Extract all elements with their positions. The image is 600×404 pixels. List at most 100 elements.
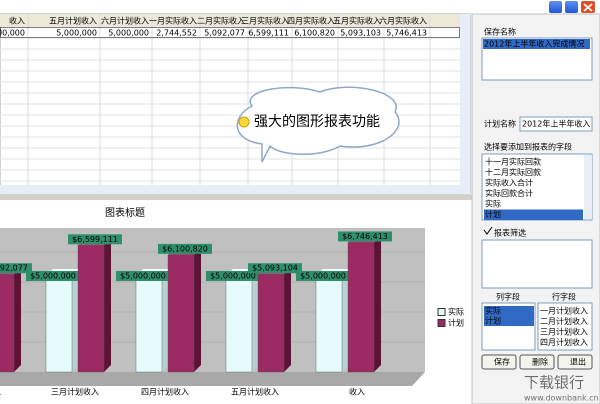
- bar-side: [104, 238, 111, 372]
- restore-button[interactable]: [565, 1, 578, 13]
- column-header: 五月实际收入: [333, 16, 381, 26]
- bar-side: [162, 269, 169, 372]
- selected-item: [483, 39, 590, 49]
- bar: [0, 274, 15, 373]
- h-scrollbar[interactable]: [0, 185, 470, 194]
- value-label: $5,093,104: [252, 264, 298, 273]
- cell: 5,746,413: [386, 29, 427, 38]
- column-header: 三月实际收入: [241, 16, 289, 26]
- fields-scrollbar[interactable]: [584, 155, 592, 219]
- table: 收入 五月计划收入 六月计划收入 一月实际收入 二月实际收入三月实际收入四月实际收入五月…: [0, 14, 460, 185]
- column-header: 六月实际收入: [379, 16, 427, 26]
- list-item[interactable]: 2012年上半年收入完成情况: [484, 39, 584, 49]
- legend-label: 计划: [448, 318, 464, 328]
- value-label-bg: [116, 271, 170, 281]
- bar: [167, 254, 195, 373]
- list-item[interactable]: 实际: [485, 199, 501, 209]
- value-label-bg: [68, 234, 122, 245]
- column-header: 五月计划收入: [49, 16, 97, 26]
- button-label: 删除: [532, 357, 548, 367]
- list-item[interactable]: 计划: [485, 316, 501, 326]
- selected-item: [484, 316, 534, 326]
- selected-row: [0, 27, 460, 38]
- cell: 5,000,000: [108, 29, 149, 38]
- list-item[interactable]: 计划: [485, 209, 501, 219]
- bar-side: [72, 269, 79, 372]
- bar-side: [14, 267, 21, 372]
- value-label-bg: [338, 231, 392, 242]
- panel: 保存名称 计划名称 2012年上半年收入 选择要添加到报表的字段 报表筛选 列字…: [481, 27, 593, 370]
- button[interactable]: [519, 354, 555, 370]
- plot-floor: [0, 372, 425, 386]
- filter-box[interactable]: [481, 239, 593, 289]
- bar-side: [194, 247, 201, 372]
- legend-swatch: [437, 308, 446, 316]
- column-header: 收入: [9, 16, 25, 26]
- value-label-bg: [296, 271, 350, 281]
- chart: 图表标题 收入 $5,092,077 三月计划收入 $5,000,000 $6,599,…: [0, 206, 425, 397]
- list-item[interactable]: 实际收入合计: [485, 178, 533, 188]
- list-item[interactable]: 四月计划收入: [540, 337, 588, 347]
- cell: 5,093,103: [340, 29, 381, 38]
- fields-list[interactable]: [481, 153, 593, 221]
- cell: 6,100,820: [294, 29, 335, 38]
- value-label: $6,100,820: [162, 244, 208, 253]
- selected-item: [484, 209, 583, 220]
- minimize-button[interactable]: [549, 1, 562, 13]
- row-list[interactable]: [537, 302, 593, 351]
- filter-label: 报表筛选: [494, 228, 526, 238]
- column-header: 一月实际收入: [149, 16, 197, 26]
- list-item[interactable]: 二月计划收入: [540, 316, 588, 326]
- chart-title: 图表标题: [105, 206, 145, 219]
- cell: 000,000: [0, 29, 25, 38]
- cell: 2,744,552: [156, 29, 197, 38]
- bar-side: [252, 269, 259, 372]
- list-item[interactable]: 实际回款合计: [485, 188, 533, 198]
- legend-swatch: [437, 319, 446, 327]
- list-item[interactable]: 实际: [485, 306, 501, 316]
- bar: [135, 275, 163, 373]
- button[interactable]: [481, 354, 517, 370]
- splitter: [0, 195, 472, 200]
- x-tick-label: 四月计划收入: [141, 387, 189, 397]
- list-item[interactable]: 十二月实际回款: [485, 167, 541, 177]
- list-item[interactable]: 十一月实际回款: [485, 157, 541, 167]
- list-item[interactable]: 三月计划收入: [540, 327, 588, 337]
- value-label: $5,000,000: [120, 272, 166, 281]
- legend-label: 实际: [448, 307, 464, 317]
- x-tick-label: 五月计划收入: [231, 387, 279, 397]
- bar: [45, 275, 73, 373]
- cell: 6,599,111: [248, 29, 289, 38]
- plan-value: 2012年上半年收入: [522, 119, 590, 129]
- list-item[interactable]: 一月计划收入: [540, 306, 588, 316]
- v-scrollbar[interactable]: [460, 14, 470, 185]
- bar: [77, 245, 105, 373]
- x-tick-label: 三月计划收入: [51, 387, 99, 397]
- bar-side: [342, 269, 349, 372]
- bar: [225, 275, 253, 373]
- value-label: $5,092,077: [0, 264, 28, 273]
- fields-label: 选择要添加到报表的字段: [484, 142, 572, 152]
- value-label: $6,599,111: [72, 235, 118, 244]
- value-label-bg: [26, 271, 80, 281]
- value-label: $5,000,000: [210, 272, 256, 281]
- column-header: 四月实际收入: [287, 16, 335, 26]
- button[interactable]: [557, 354, 593, 370]
- value-label-bg: [158, 243, 212, 254]
- check-icon: [483, 226, 493, 235]
- callout-text: 强大的图形报表功能: [254, 114, 380, 130]
- watermark-url: www.downbank.cn: [524, 394, 599, 403]
- save-label: 保存名称: [484, 27, 516, 37]
- plan-select[interactable]: [519, 116, 593, 132]
- cell: 5,092,077: [204, 29, 245, 38]
- bar-side: [284, 267, 291, 372]
- x-tick-label: 收入: [0, 387, 1, 397]
- plan-label: 计划名称: [484, 119, 516, 129]
- x-tick-label: 收入: [349, 387, 365, 397]
- value-label-bg: [0, 263, 32, 274]
- column-header: 六月计划收入: [101, 16, 149, 26]
- watermark: 下载银行 www.downbank.cn: [524, 374, 599, 403]
- value-label: $5,000,000: [300, 272, 346, 281]
- value-label-bg: [248, 263, 302, 274]
